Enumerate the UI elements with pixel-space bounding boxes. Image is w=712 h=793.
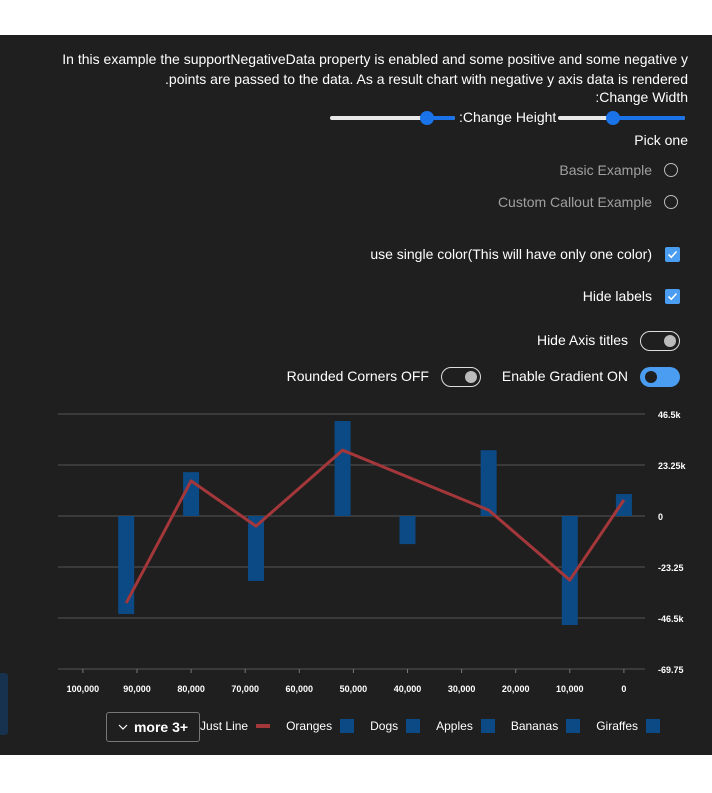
radio-label: Basic Example: [559, 162, 652, 178]
x-tick-label: 0: [621, 684, 626, 694]
height-label: Change Height:: [459, 109, 557, 125]
line: [124, 448, 626, 604]
more-label: more 3+: [133, 719, 189, 735]
legend-label: Bananas: [510, 719, 559, 733]
x-tick-label: 10,000: [556, 684, 584, 694]
legend-swatch: [340, 719, 355, 733]
more-button[interactable]: more 3+: [106, 712, 200, 742]
x-tick-label: 50,000: [340, 684, 368, 694]
radio-label: Custom Callout Example: [497, 194, 652, 210]
x-tick-label: 90,000: [123, 684, 151, 694]
toggle-knob: [645, 371, 657, 383]
y-tick-label: 46.5k: [658, 410, 682, 420]
x-tick-label: 70,000: [231, 684, 259, 694]
legend: Giraffes Bananas Apples Dogs Oranges Just Lin…: [200, 719, 660, 733]
side-tab[interactable]: [0, 673, 8, 735]
check: [667, 292, 678, 301]
panel: [0, 35, 712, 755]
toggle-label: Hide Axis titles: [536, 332, 628, 348]
chevron: [118, 724, 128, 730]
bar: [480, 450, 497, 516]
legend-swatch: [406, 719, 421, 733]
y-tick-label: -46.5k: [658, 614, 685, 624]
bar: [248, 516, 265, 581]
bar: [615, 494, 632, 516]
legend-item[interactable]: Bananas: [510, 719, 581, 733]
y-tick-label: 23.25k: [658, 461, 687, 471]
check: [667, 250, 678, 259]
x-tick-label: 60,000: [286, 684, 314, 694]
width-label: Change Width:: [595, 89, 688, 105]
legend-swatch: [646, 719, 660, 733]
y-tick-label: -69.75: [658, 665, 684, 675]
legend-item[interactable]: Giraffes: [596, 719, 660, 733]
x-tick-label: 30,000: [448, 684, 476, 694]
legend-label: Oranges: [286, 719, 333, 733]
toggle-label: Enable Gradient ON: [501, 368, 628, 384]
radio[interactable]: [664, 195, 678, 209]
legend-label: Just Line: [200, 719, 249, 733]
toggle-knob: [664, 335, 676, 347]
y-tick-label: -23.25: [658, 563, 684, 573]
y-tick-label: 0: [658, 512, 663, 522]
legend-item[interactable]: Oranges: [286, 719, 355, 733]
checkbox[interactable]: [665, 289, 680, 304]
checkbox[interactable]: [665, 247, 680, 262]
toggle[interactable]: [640, 367, 680, 387]
bar: [118, 516, 135, 615]
checkbox-label: Hide labels: [582, 288, 652, 304]
legend-item[interactable]: Just Line: [200, 719, 271, 733]
radio[interactable]: [664, 163, 678, 177]
toggle-knob: [465, 371, 477, 383]
legend-label: Giraffes: [596, 719, 638, 733]
legend-swatch: [480, 719, 495, 733]
x-tick-label: 40,000: [394, 684, 422, 694]
x-tick-label: 20,000: [502, 684, 530, 694]
height-slider[interactable]: [330, 111, 455, 125]
bar: [561, 516, 578, 626]
toggle[interactable]: [640, 331, 680, 351]
width-slider[interactable]: [558, 111, 685, 125]
legend-swatch: [256, 724, 271, 728]
legend-label: Dogs: [370, 719, 399, 733]
checkbox-label: use single color(This will have only one…: [370, 246, 652, 262]
legend-label: Apples: [436, 719, 473, 733]
legend-item[interactable]: Dogs: [370, 719, 421, 733]
x-tick-label: 100,000: [67, 684, 100, 694]
legend-swatch: [566, 719, 581, 733]
description: In this example the supportNegativeData …: [62, 51, 688, 87]
x-tick-label: 80,000: [177, 684, 205, 694]
toggle[interactable]: [441, 367, 481, 387]
legend-item[interactable]: Apples: [436, 719, 495, 733]
pick-one: Pick one: [634, 132, 688, 148]
toggle-label: Rounded Corners OFF: [286, 368, 429, 384]
bar: [399, 516, 416, 545]
bar: [334, 421, 351, 516]
